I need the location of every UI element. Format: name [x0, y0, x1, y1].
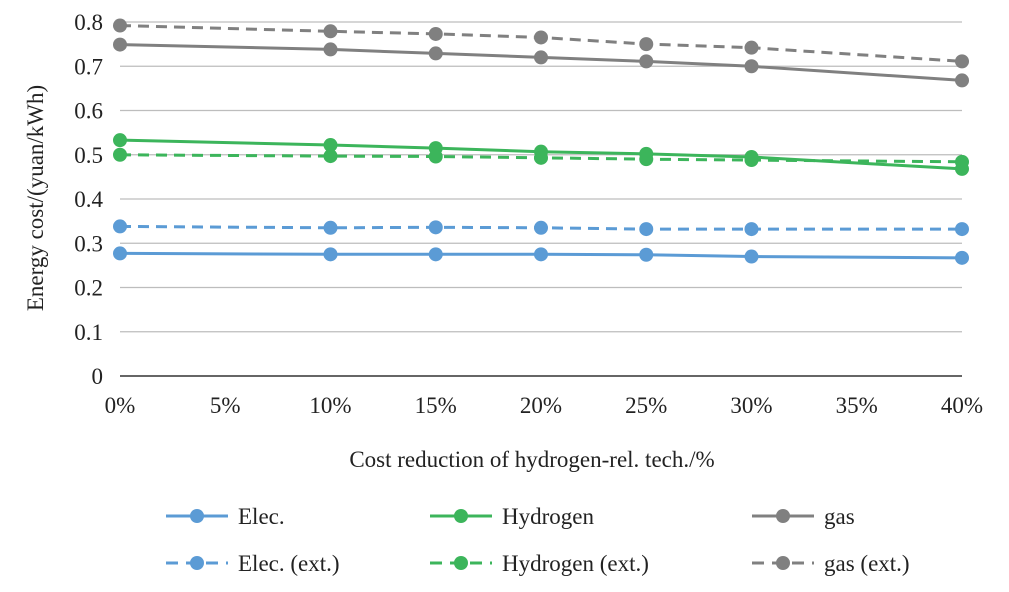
- data-point: [428, 26, 443, 41]
- data-point: [428, 220, 443, 235]
- legend: Elec. Hydrogen gas Elec. (ext.) Hydrogen (ex…: [166, 504, 910, 576]
- y-tick-label: 0.2: [74, 276, 103, 301]
- legend-label: gas: [824, 504, 855, 529]
- legend-marker: [454, 509, 468, 523]
- y-axis-label: Energy cost/(yuan/kWh): [23, 85, 48, 311]
- x-axis-label: Cost reduction of hydrogen-rel. tech./%: [349, 447, 714, 472]
- data-point: [955, 73, 969, 88]
- x-tick-label: 5%: [210, 393, 241, 418]
- y-tick-labels: 0 0.1 0.2 0.3 0.4 0.5 0.6 0.7 0.8: [74, 10, 103, 389]
- x-tick-labels: 0% 5% 10% 15% 20% 25% 30% 35% 40%: [105, 393, 983, 418]
- data-point: [323, 42, 338, 57]
- data-point: [639, 222, 654, 237]
- legend-label: Elec. (ext.): [238, 551, 340, 576]
- y-tick-label: 0.3: [74, 231, 103, 256]
- data-point: [113, 37, 127, 52]
- data-point: [534, 30, 548, 45]
- legend-entry: Elec.: [166, 504, 285, 529]
- legend-marker: [190, 509, 204, 523]
- data-point: [744, 59, 759, 74]
- data-point: [744, 222, 759, 237]
- data-point: [534, 247, 548, 262]
- x-tick-label: 15%: [415, 393, 457, 418]
- legend-label: Hydrogen: [502, 504, 594, 529]
- legend-marker: [190, 556, 204, 570]
- x-tick-label: 25%: [625, 393, 667, 418]
- series-lines: [113, 18, 969, 265]
- data-point: [744, 249, 759, 264]
- data-point: [955, 222, 969, 237]
- data-point: [323, 247, 338, 262]
- x-tick-label: 0%: [105, 393, 136, 418]
- y-tick-label: 0.7: [74, 54, 103, 79]
- legend-label: Elec.: [238, 504, 285, 529]
- series-3: [113, 219, 969, 237]
- legend-entry: gas (ext.): [752, 551, 910, 576]
- data-point: [534, 220, 548, 235]
- legend-entry: Hydrogen: [430, 504, 594, 529]
- data-point: [113, 133, 127, 148]
- legend-entry: Elec. (ext.): [166, 551, 340, 576]
- data-point: [639, 37, 654, 52]
- data-point: [428, 46, 443, 61]
- legend-marker: [776, 509, 790, 523]
- data-point: [534, 50, 548, 65]
- legend-label: gas (ext.): [824, 551, 910, 576]
- y-tick-label: 0: [92, 364, 104, 389]
- data-point: [113, 147, 127, 162]
- data-point: [955, 54, 969, 69]
- y-tick-label: 0.8: [74, 10, 103, 35]
- y-tick-label: 0.6: [74, 99, 103, 124]
- legend-entry: Hydrogen (ext.): [430, 551, 649, 576]
- data-point: [639, 54, 654, 69]
- data-point: [113, 246, 127, 261]
- data-point: [428, 247, 443, 262]
- data-point: [534, 150, 548, 165]
- data-point: [113, 219, 127, 234]
- gridlines: [120, 21, 962, 377]
- data-point: [744, 153, 759, 168]
- data-point: [639, 152, 654, 167]
- x-tick-label: 20%: [520, 393, 562, 418]
- series-5: [113, 18, 969, 69]
- y-tick-label: 0.1: [74, 320, 103, 345]
- x-tick-label: 30%: [730, 393, 772, 418]
- data-point: [639, 247, 654, 262]
- legend-marker: [454, 556, 468, 570]
- data-point: [323, 24, 338, 39]
- legend-label: Hydrogen (ext.): [502, 551, 649, 576]
- series-4: [113, 147, 969, 169]
- data-point: [323, 149, 338, 164]
- x-tick-label: 10%: [309, 393, 351, 418]
- data-point: [428, 149, 443, 164]
- data-point: [955, 250, 969, 265]
- y-tick-label: 0.5: [74, 143, 103, 168]
- x-tick-label: 35%: [836, 393, 878, 418]
- data-point: [323, 220, 338, 235]
- legend-marker: [776, 556, 790, 570]
- x-tick-label: 40%: [941, 393, 983, 418]
- legend-entry: gas: [752, 504, 855, 529]
- series-2: [113, 37, 969, 88]
- series-0: [113, 246, 969, 265]
- y-tick-label: 0.4: [74, 187, 103, 212]
- data-point: [113, 18, 127, 33]
- data-point: [744, 40, 759, 55]
- data-point: [323, 138, 338, 153]
- data-point: [955, 154, 969, 169]
